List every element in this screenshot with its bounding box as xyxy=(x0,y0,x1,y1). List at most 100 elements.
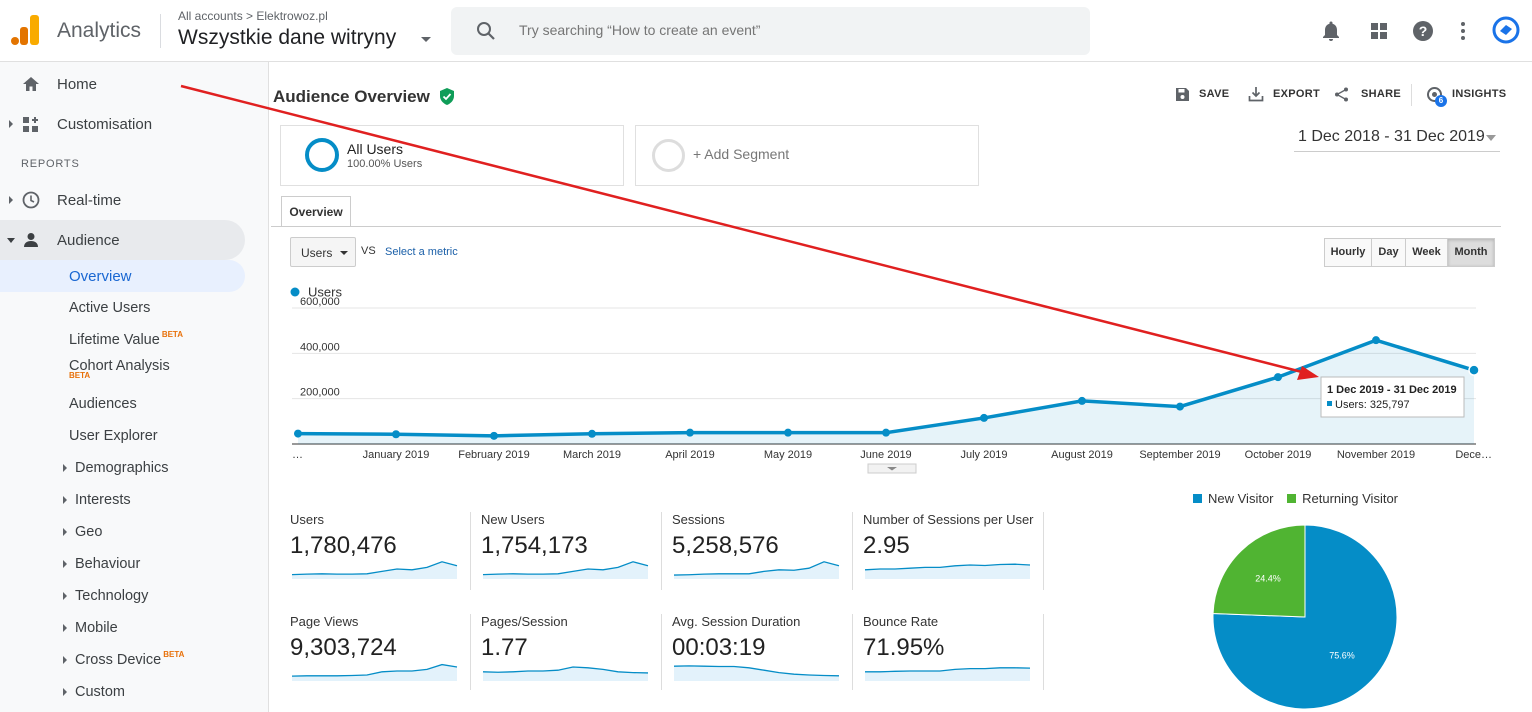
search-box[interactable] xyxy=(451,7,1090,55)
reports-heading: REPORTS xyxy=(21,158,80,170)
legend-new-visitor-label: New Visitor xyxy=(1208,491,1274,506)
data-point[interactable] xyxy=(1468,364,1480,376)
scorecard-sessions[interactable]: Sessions 5,258,576 xyxy=(672,512,852,602)
page-title: Audience Overview xyxy=(273,85,455,107)
users-area-fill xyxy=(298,340,1474,444)
card-divider xyxy=(661,614,662,690)
scorecard-label: New Users xyxy=(481,512,545,527)
scorecard-number-of-sessions-per-user[interactable]: Number of Sessions per User 2.95 xyxy=(863,512,1043,602)
save-icon[interactable] xyxy=(1175,87,1190,102)
legend-returning-visitor-swatch xyxy=(1287,494,1297,503)
sidebar-item-cross-device[interactable]: Cross Device BETA xyxy=(75,650,184,668)
help-icon[interactable]: ? xyxy=(1411,19,1435,43)
data-point[interactable] xyxy=(1176,402,1184,411)
export-button[interactable]: EXPORT xyxy=(1273,88,1321,100)
view-selector[interactable]: Wszystkie dane witryny xyxy=(178,26,397,49)
segment-name: All Users xyxy=(347,141,404,157)
data-point[interactable] xyxy=(1274,373,1282,382)
data-point[interactable] xyxy=(588,429,596,438)
y-tick-label: 600,000 xyxy=(300,296,340,308)
insights-button[interactable]: INSIGHTS xyxy=(1452,88,1507,100)
month-button[interactable]: Month xyxy=(1447,238,1495,267)
date-range-picker[interactable]: 1 Dec 2018 - 31 Dec 2019 xyxy=(1294,128,1500,152)
sidebar-item-custom[interactable]: Custom xyxy=(75,684,125,700)
x-tick-label: Dece… xyxy=(1455,449,1492,461)
data-point[interactable] xyxy=(1078,396,1086,405)
sidebar-item-home[interactable]: Home xyxy=(0,64,269,104)
sidebar-item-label: Cohort Analysis xyxy=(69,358,170,374)
sparkline xyxy=(291,561,458,579)
sidebar-item-customisation[interactable]: Customisation xyxy=(0,104,269,144)
x-tick-label: … xyxy=(292,449,303,461)
top-bar: Analytics All accounts > Elektrowoz.pl W… xyxy=(0,0,1532,62)
sparkline xyxy=(482,561,649,579)
sidebar-item-interests[interactable]: Interests xyxy=(75,492,131,508)
data-point[interactable] xyxy=(882,428,890,437)
sidebar-item-behaviour[interactable]: Behaviour xyxy=(75,556,141,572)
pie-legend: New Visitor Returning Visitor xyxy=(1193,491,1398,506)
data-point[interactable] xyxy=(294,429,302,438)
sidebar-item-demographics[interactable]: Demographics xyxy=(75,460,169,476)
sidebar-item-geo[interactable]: Geo xyxy=(75,524,103,540)
scorecard-avg-session-duration[interactable]: Avg. Session Duration 00:03:19 xyxy=(672,614,852,704)
share-button[interactable]: SHARE xyxy=(1361,88,1402,100)
sidebar-item-realtime[interactable]: Real-time xyxy=(0,180,269,220)
x-tick-label: January 2019 xyxy=(363,449,430,461)
card-divider xyxy=(470,512,471,590)
caret-down-icon xyxy=(340,251,348,255)
account-breadcrumb[interactable]: All accounts > Elektrowoz.pl xyxy=(178,9,328,23)
data-point[interactable] xyxy=(392,430,400,439)
select-metric-link[interactable]: Select a metric xyxy=(385,246,458,258)
verified-shield-icon xyxy=(439,88,454,105)
tooltip-swatch xyxy=(1327,401,1332,406)
hourly-button[interactable]: Hourly xyxy=(1324,238,1372,267)
insights-icon[interactable]: 6 xyxy=(1426,86,1447,108)
segment-subtitle: 100.00% Users xyxy=(347,158,423,170)
sidebar-item-cohort-analysis[interactable]: Cohort Analysis BETA xyxy=(69,358,170,383)
sparkline xyxy=(673,561,840,579)
scorecard-pages-session[interactable]: Pages/Session 1.77 xyxy=(481,614,661,704)
analytics-logo[interactable] xyxy=(11,15,39,45)
sidebar-item-overview[interactable]: Overview xyxy=(0,260,245,292)
scorecard-page-views[interactable]: Page Views 9,303,724 xyxy=(290,614,470,704)
expand-arrow-icon xyxy=(9,120,13,128)
sidebar-item-label: Audience xyxy=(57,232,120,249)
x-tick-label: May 2019 xyxy=(764,449,812,461)
add-segment-button[interactable]: + Add Segment xyxy=(635,125,979,186)
data-point[interactable] xyxy=(1372,336,1380,345)
week-button[interactable]: Week xyxy=(1405,238,1448,267)
caret-down-icon[interactable] xyxy=(421,37,431,42)
search-input[interactable] xyxy=(519,22,1059,38)
account-avatar[interactable] xyxy=(1492,16,1520,44)
sidebar-item-label: Lifetime Value xyxy=(69,332,160,348)
apps-grid-icon[interactable] xyxy=(1367,19,1391,43)
sidebar-item-audience[interactable]: Audience xyxy=(0,220,245,260)
segment-all-users[interactable]: All Users 100.00% Users xyxy=(280,125,624,186)
data-point[interactable] xyxy=(784,428,792,437)
expand-arrow-icon xyxy=(63,688,67,696)
scorecard-new-users[interactable]: New Users 1,754,173 xyxy=(481,512,661,602)
legend-new-visitor-swatch xyxy=(1193,494,1202,503)
data-point[interactable] xyxy=(980,413,988,422)
data-point[interactable] xyxy=(490,431,498,440)
sidebar-item-audiences[interactable]: Audiences xyxy=(69,396,137,412)
save-button[interactable]: SAVE xyxy=(1199,88,1230,100)
sidebar-item-lifetime-value[interactable]: Lifetime Value BETA xyxy=(69,330,183,348)
scorecard-users[interactable]: Users 1,780,476 xyxy=(290,512,470,602)
expand-arrow-icon xyxy=(63,624,67,632)
sidebar-item-mobile[interactable]: Mobile xyxy=(75,620,118,636)
data-point[interactable] xyxy=(686,428,694,437)
scorecard-bounce-rate[interactable]: Bounce Rate 71.95% xyxy=(863,614,1043,704)
tab-overview[interactable]: Overview xyxy=(281,196,351,227)
y-tick-label: 200,000 xyxy=(300,387,340,399)
more-vert-icon[interactable] xyxy=(1451,19,1475,43)
day-button[interactable]: Day xyxy=(1371,238,1406,267)
notifications-bell-icon[interactable] xyxy=(1319,19,1343,43)
export-icon[interactable] xyxy=(1248,86,1264,102)
sidebar-item-technology[interactable]: Technology xyxy=(75,588,149,604)
sidebar-item-user-explorer[interactable]: User Explorer xyxy=(69,428,158,444)
sidebar-item-active-users[interactable]: Active Users xyxy=(69,300,151,316)
metric-select[interactable]: Users xyxy=(290,237,356,267)
share-icon[interactable] xyxy=(1334,87,1349,102)
vs-label: VS xyxy=(361,245,376,257)
